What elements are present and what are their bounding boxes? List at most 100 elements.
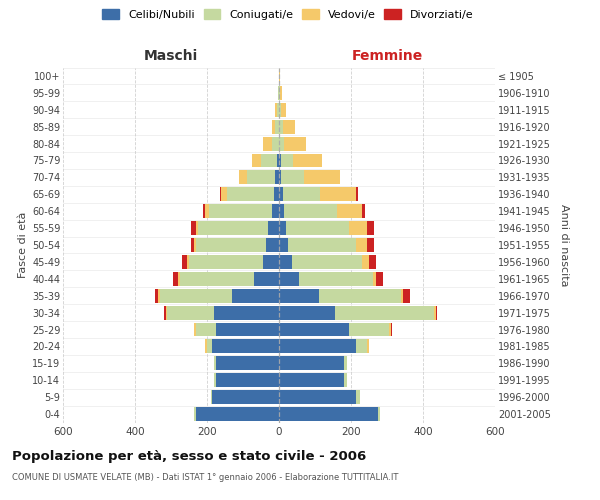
Bar [337,204,362,218]
Bar [191,238,194,252]
Bar [268,221,279,235]
Bar [216,356,279,370]
Bar [391,322,392,336]
Bar [212,340,279,353]
Bar [194,322,196,336]
Bar [279,255,292,269]
Text: Femmine: Femmine [352,48,422,62]
Bar [279,340,356,353]
Bar [196,221,198,235]
Bar [279,86,280,100]
Bar [263,255,279,269]
Bar [216,322,279,336]
Bar [288,238,356,252]
Bar [279,69,280,83]
Bar [389,322,391,336]
Bar [266,238,279,252]
Bar [279,374,344,387]
Bar [356,390,360,404]
Bar [367,238,374,252]
Bar [275,170,279,184]
Bar [205,340,207,353]
Bar [277,103,279,117]
Bar [376,272,383,285]
Bar [194,407,196,421]
Bar [436,306,437,320]
Bar [272,136,279,150]
Bar [216,374,279,387]
Bar [304,170,340,184]
Bar [263,136,272,150]
Bar [279,407,378,421]
Bar [187,255,189,269]
Bar [211,390,212,404]
Bar [278,86,279,100]
Bar [196,322,216,336]
Bar [209,204,272,218]
Bar [274,188,279,201]
Bar [284,204,337,218]
Bar [279,289,319,302]
Bar [344,356,347,370]
Bar [401,289,403,302]
Bar [403,289,410,302]
Bar [194,238,196,252]
Bar [198,221,268,235]
Bar [367,340,369,353]
Bar [182,255,187,269]
Y-axis label: Fasce di età: Fasce di età [17,212,28,278]
Bar [180,272,254,285]
Bar [293,154,322,168]
Bar [356,340,367,353]
Bar [279,306,335,320]
Bar [281,103,286,117]
Bar [369,255,376,269]
Bar [299,272,373,285]
Bar [378,407,380,421]
Bar [283,188,320,201]
Bar [356,238,367,252]
Bar [281,154,293,168]
Bar [279,188,283,201]
Legend: Celibi/Nubili, Coniugati/e, Vedovi/e, Divorziati/e: Celibi/Nubili, Coniugati/e, Vedovi/e, Di… [99,6,477,23]
Bar [279,154,281,168]
Bar [220,188,221,201]
Bar [279,221,286,235]
Bar [279,272,299,285]
Bar [239,170,247,184]
Bar [189,255,263,269]
Bar [279,238,288,252]
Bar [277,154,279,168]
Bar [284,136,306,150]
Bar [203,204,205,218]
Bar [227,188,274,201]
Bar [205,204,209,218]
Y-axis label: Anni di nascita: Anni di nascita [559,204,569,286]
Bar [279,103,281,117]
Bar [319,289,401,302]
Text: COMUNE DI USMATE VELATE (MB) - Dati ISTAT 1° gennaio 2006 - Elaborazione TUTTITA: COMUNE DI USMATE VELATE (MB) - Dati ISTA… [12,472,398,482]
Text: Maschi: Maschi [144,48,198,62]
Bar [279,390,356,404]
Bar [279,170,281,184]
Bar [178,272,180,285]
Bar [214,356,216,370]
Bar [160,289,232,302]
Text: Popolazione per età, sesso e stato civile - 2006: Popolazione per età, sesso e stato civil… [12,450,366,463]
Bar [191,221,196,235]
Bar [167,306,214,320]
Bar [232,289,279,302]
Bar [434,306,436,320]
Bar [166,306,167,320]
Bar [344,374,347,387]
Bar [279,120,283,134]
Bar [164,306,166,320]
Bar [275,103,277,117]
Bar [214,306,279,320]
Bar [252,154,261,168]
Bar [196,407,279,421]
Bar [349,322,389,336]
Bar [367,221,374,235]
Bar [335,306,434,320]
Bar [214,374,216,387]
